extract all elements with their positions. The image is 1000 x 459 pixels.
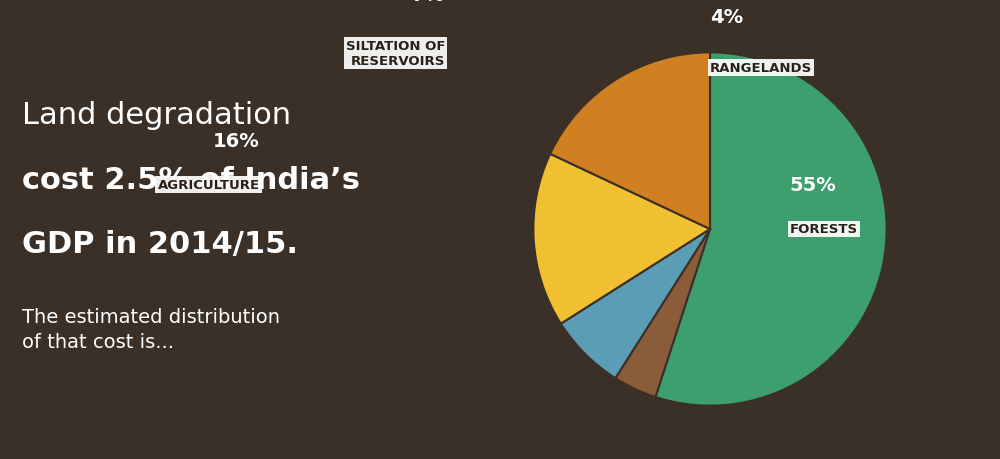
Wedge shape [615,230,710,397]
Text: SILTATION OF
RESERVOIRS: SILTATION OF RESERVOIRS [346,40,445,68]
Text: RANGELANDS: RANGELANDS [710,62,812,75]
Wedge shape [550,53,710,230]
Text: The estimated distribution
of that cost is...: The estimated distribution of that cost … [22,308,280,352]
Wedge shape [561,230,710,378]
Text: AGRICULTURE: AGRICULTURE [157,179,260,192]
Text: 7%: 7% [412,0,445,5]
Text: cost 2.5% of India’s: cost 2.5% of India’s [22,165,360,194]
Wedge shape [655,53,887,406]
Text: Land degradation: Land degradation [22,101,292,130]
Text: 16%: 16% [213,131,260,150]
Text: 55%: 55% [789,175,836,194]
Text: FORESTS: FORESTS [789,223,858,236]
Text: 4%: 4% [710,8,743,27]
Wedge shape [533,155,710,324]
Text: GDP in 2014/15.: GDP in 2014/15. [22,230,298,258]
